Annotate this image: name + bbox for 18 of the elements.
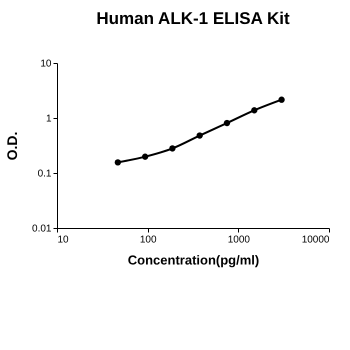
- y-tick-label: 1: [46, 114, 52, 124]
- chart-title: Human ALK-1 ELISA Kit: [96, 9, 290, 28]
- x-axis-title: Concentration(pg/ml): [128, 252, 260, 268]
- point: [196, 132, 203, 139]
- point: [251, 107, 258, 114]
- x-tick-label: 10: [58, 234, 70, 246]
- point: [278, 96, 285, 103]
- x-tick-label: 10000: [302, 234, 330, 246]
- y-tick-label: 0.01: [32, 224, 52, 234]
- point: [114, 159, 121, 166]
- x-tick-label: 100: [140, 234, 157, 246]
- y-tick-label: 0.1: [38, 168, 52, 180]
- y-tick-label: 10: [40, 58, 52, 70]
- point: [224, 120, 230, 126]
- point: [142, 154, 148, 160]
- x-tick-label: 1000: [228, 234, 250, 246]
- point: [169, 145, 176, 152]
- y-axis-title: O.D.: [4, 132, 20, 160]
